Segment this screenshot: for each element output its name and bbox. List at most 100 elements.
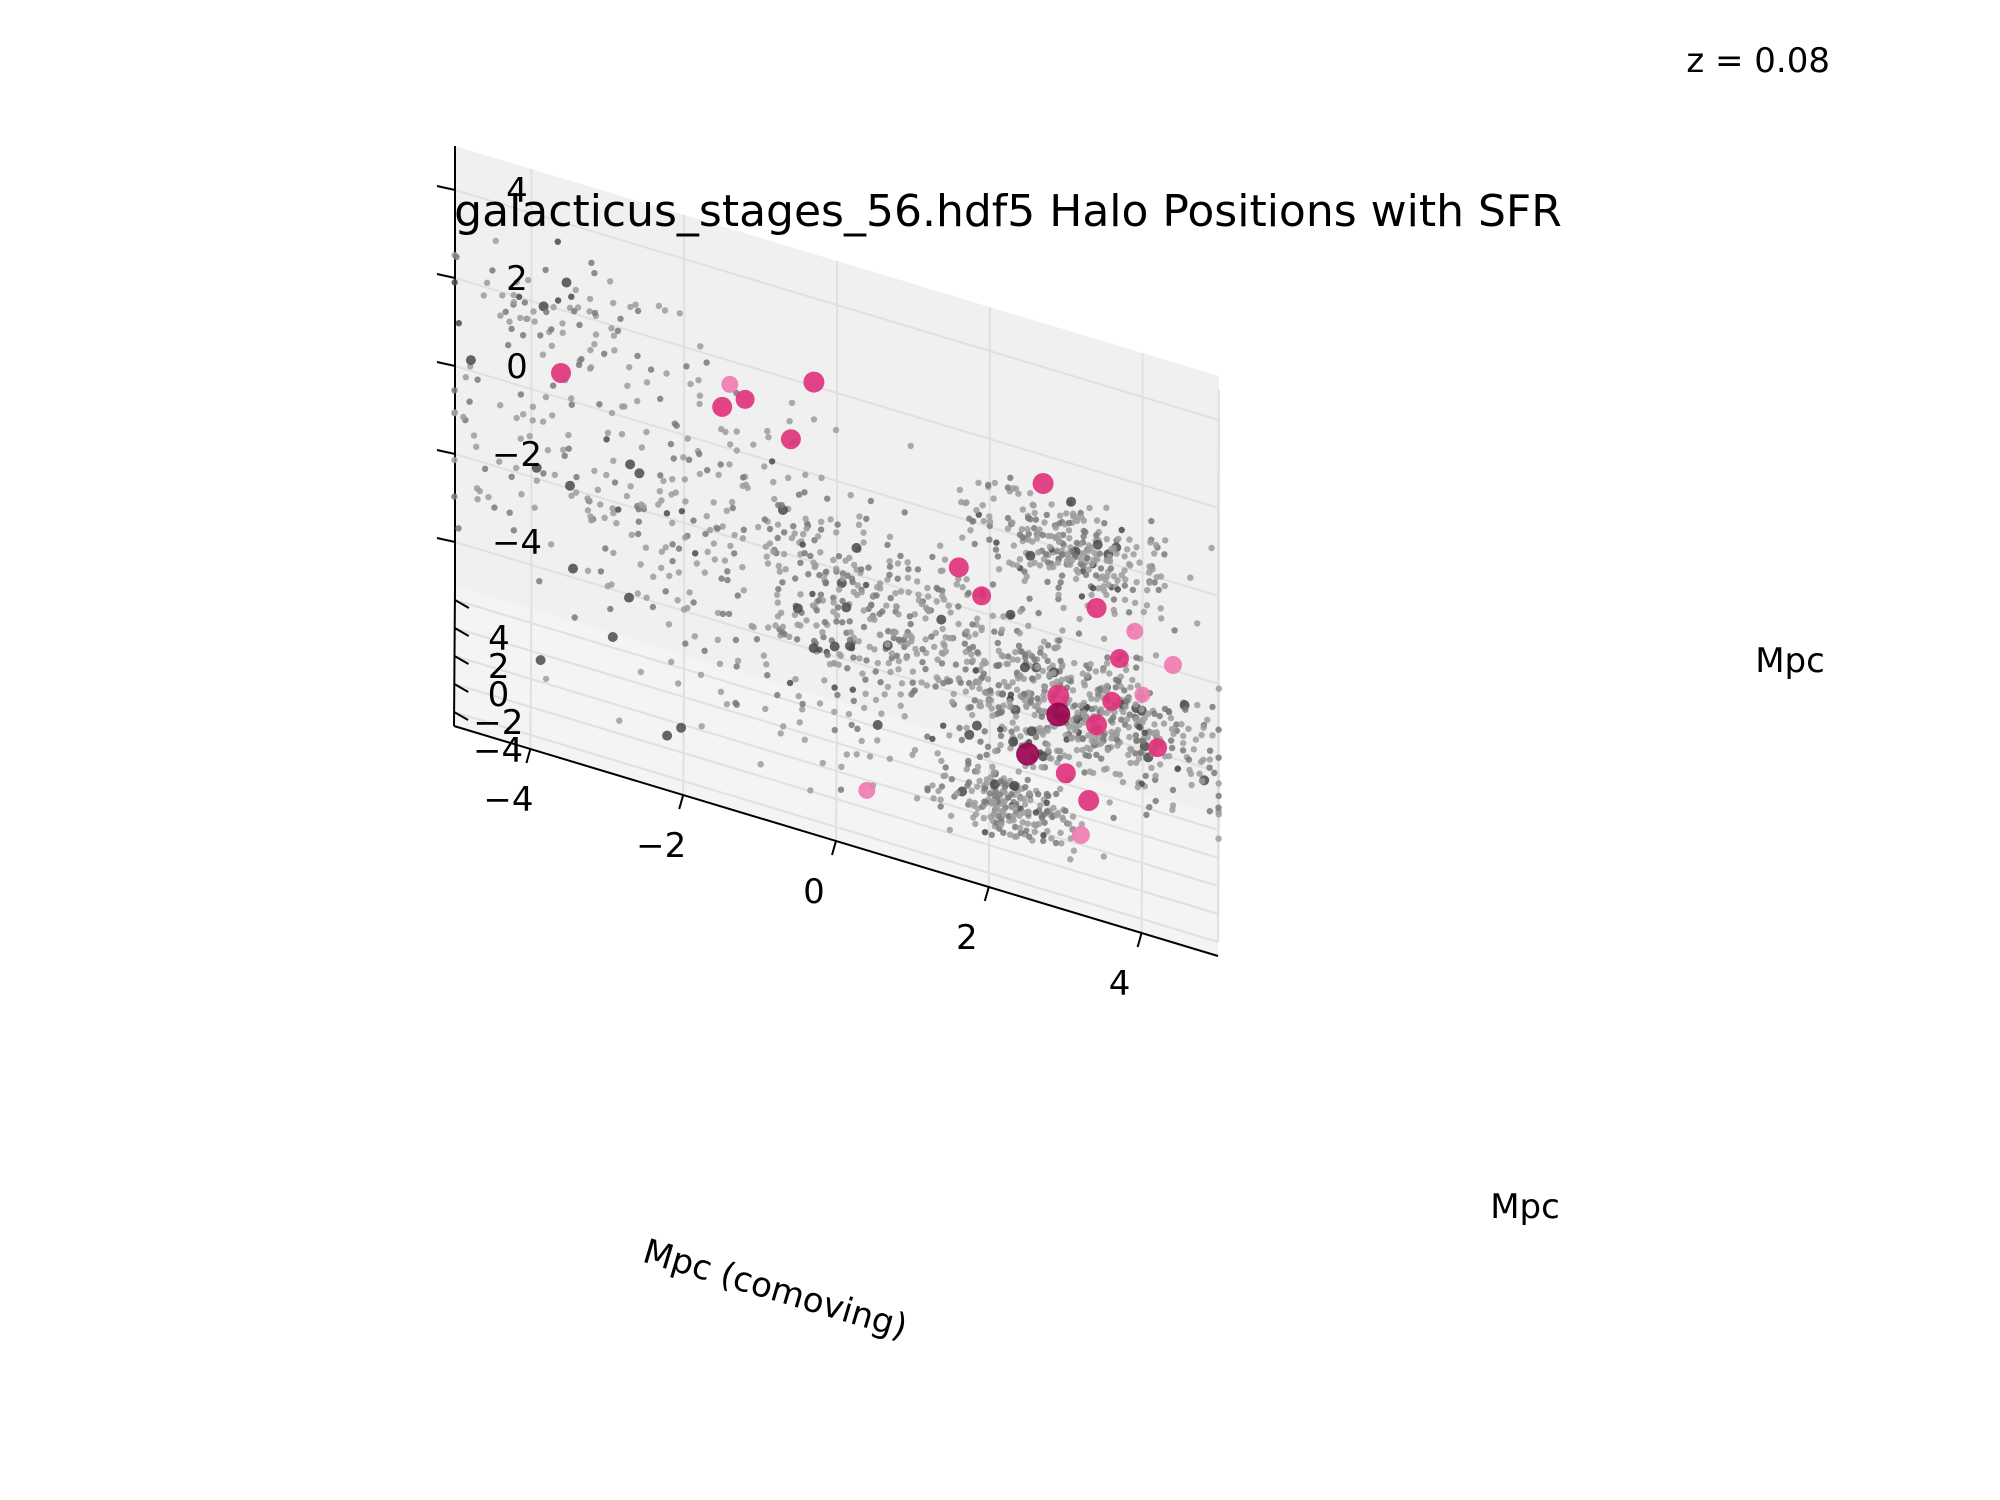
halo-point — [1180, 732, 1187, 740]
halo-point — [938, 649, 945, 656]
halo-point — [959, 534, 966, 541]
halo-point — [602, 545, 609, 552]
halo-point — [660, 477, 667, 485]
halo-point — [1097, 565, 1105, 572]
halo-point — [1085, 542, 1093, 549]
halo-point — [802, 515, 809, 522]
halo-point — [587, 513, 594, 520]
halo-point — [635, 530, 642, 538]
halo-point — [774, 691, 781, 699]
halo-point — [807, 787, 814, 794]
halo-point — [1009, 679, 1016, 686]
halo-point — [717, 688, 725, 695]
halo-point — [1088, 695, 1095, 702]
halo-point — [1114, 726, 1122, 734]
halo-point — [967, 527, 974, 534]
halo-point — [1128, 746, 1135, 754]
halo-point — [979, 661, 986, 668]
halo-point — [1098, 740, 1105, 747]
halo-point — [805, 571, 812, 578]
halo-point — [687, 380, 694, 388]
halo-point — [835, 553, 843, 560]
halo-point — [953, 790, 961, 797]
grid-line — [454, 655, 1219, 887]
halo-point — [1101, 687, 1109, 694]
halo-point — [560, 446, 567, 453]
halo-point — [908, 691, 915, 698]
halo-point — [1075, 761, 1083, 768]
halo-point — [572, 286, 579, 294]
halo-point — [1152, 772, 1159, 779]
halo-point — [470, 432, 478, 439]
halo-point — [729, 504, 736, 512]
halo-point — [1100, 635, 1108, 642]
halo-point — [603, 471, 610, 479]
halo-point — [696, 450, 703, 458]
sfr-halo-point — [1046, 702, 1071, 727]
halo-point — [833, 529, 840, 536]
halo-point — [977, 738, 984, 745]
halo-point — [1015, 490, 1022, 497]
halo-point — [939, 625, 946, 633]
halo-point — [1062, 807, 1069, 815]
halo-point — [939, 587, 946, 594]
halo-point — [763, 553, 770, 560]
halo-point — [938, 757, 945, 765]
halo-point — [1021, 801, 1029, 808]
halo-point — [1092, 572, 1100, 579]
halo-point — [986, 536, 993, 543]
halo-point — [1187, 574, 1194, 581]
halo-point — [918, 679, 925, 686]
halo-point — [983, 751, 990, 758]
halo-point — [680, 454, 687, 461]
halo-point — [1043, 511, 1051, 519]
halo-point — [1046, 543, 1054, 551]
halo-point — [1215, 685, 1223, 692]
halo-point — [1038, 713, 1045, 720]
halo-point — [519, 332, 527, 339]
halo-point — [779, 623, 787, 630]
halo-point — [936, 614, 947, 625]
halo-point — [974, 783, 981, 790]
halo-point — [1204, 716, 1211, 724]
halo-point — [858, 566, 865, 573]
halo-point — [985, 481, 992, 489]
halo-point — [1127, 684, 1134, 691]
halo-point — [529, 403, 537, 410]
halo-point — [785, 474, 792, 481]
halo-point — [1045, 792, 1052, 799]
halo-point — [968, 651, 975, 658]
halo-point — [1021, 568, 1028, 575]
halo-point — [877, 631, 884, 639]
halo-point — [686, 589, 693, 596]
halo-point — [606, 278, 614, 285]
halo-point — [887, 668, 894, 676]
halo-point — [1085, 566, 1092, 573]
halo-point — [1078, 821, 1086, 828]
halo-point — [1031, 509, 1038, 517]
halo-point — [1057, 785, 1064, 793]
halo-point — [1132, 732, 1140, 739]
halo-point — [1136, 559, 1143, 566]
halo-point — [950, 690, 957, 698]
z-tick — [436, 185, 456, 191]
halo-point — [1088, 591, 1095, 599]
halo-point — [986, 518, 994, 525]
halo-point — [829, 641, 840, 652]
halo-point — [537, 332, 544, 339]
x-tick — [1136, 932, 1143, 948]
halo-point — [750, 623, 757, 631]
halo-point — [681, 476, 688, 483]
halo-point — [505, 341, 512, 349]
halo-point — [885, 659, 892, 667]
halo-point — [765, 434, 772, 441]
halo-point — [628, 531, 635, 538]
halo-point — [1103, 660, 1111, 667]
halo-point — [1000, 829, 1007, 836]
halo-point — [597, 501, 604, 508]
halo-point — [1215, 754, 1222, 761]
halo-point — [637, 501, 645, 508]
halo-point — [981, 689, 989, 696]
halo-point — [879, 608, 886, 615]
halo-point — [963, 628, 971, 635]
